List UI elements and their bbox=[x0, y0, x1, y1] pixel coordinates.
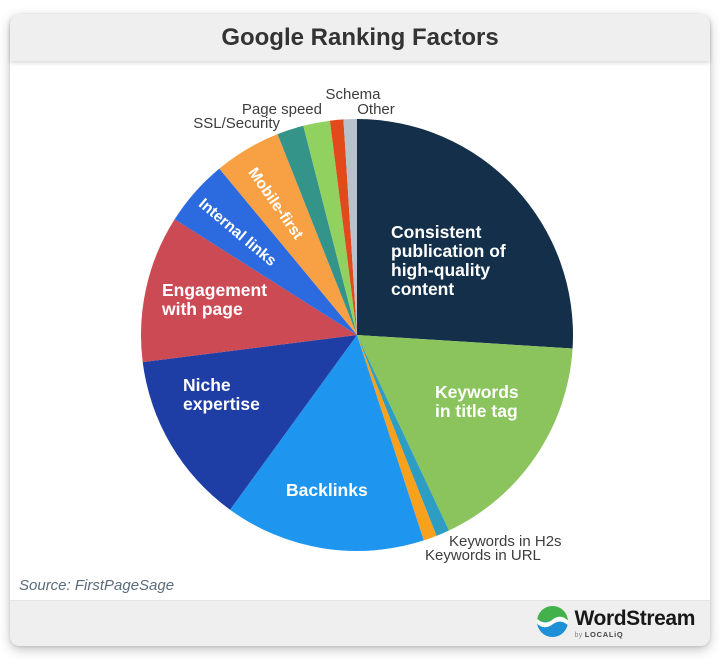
label-engagement-with-page: Engagement with page bbox=[162, 280, 268, 319]
label-niche-expertise: Niche expertise bbox=[183, 375, 260, 414]
infographic-card: Google Ranking Factors Consistent publica… bbox=[10, 14, 710, 646]
label-schema: Schema bbox=[325, 86, 381, 103]
pie-slice-niche-expertise bbox=[142, 335, 357, 510]
pie-slice-keywords-in-title-tag bbox=[357, 335, 573, 531]
byline-localiq: LOCALiQ bbox=[584, 629, 624, 639]
byline-by: by bbox=[574, 631, 583, 639]
label-backlinks: Backlinks bbox=[286, 480, 368, 500]
pie-slice-engagement-with-page bbox=[140, 219, 357, 363]
pie-slice-backlinks bbox=[230, 335, 424, 552]
label-ssl-security: SSL/Security bbox=[193, 115, 280, 132]
brand-text: WordStream by LOCALiQ bbox=[574, 606, 696, 639]
pie-slice-keywords-in-h2s bbox=[357, 335, 449, 536]
pie-slice-ssl-security bbox=[277, 125, 357, 335]
label-page-speed: Page speed bbox=[241, 101, 322, 118]
label-keywords-in-h2s: Keywords in H2s bbox=[449, 533, 562, 550]
brand-name: WordStream bbox=[574, 606, 696, 630]
pie-slice-mobile-first bbox=[219, 134, 357, 335]
label-other: Other bbox=[357, 101, 395, 118]
wordstream-logo-icon bbox=[536, 605, 568, 642]
card-header: Google Ranking Factors bbox=[10, 14, 710, 61]
pie-slice-keywords-in-url bbox=[357, 335, 437, 541]
pie-slice-schema bbox=[329, 119, 357, 336]
pie-slice-internal-links bbox=[174, 168, 357, 335]
label-keywords-in-url: Keywords in URL bbox=[425, 547, 541, 564]
card-footer: WordStream by LOCALiQ bbox=[10, 600, 710, 646]
pie-chart bbox=[140, 119, 573, 552]
page-title: Google Ranking Factors bbox=[221, 23, 499, 51]
pie-slice-consistent-publication-of-high-quality-content bbox=[357, 119, 573, 349]
label-keywords-in-title-tag: Keywords in title tag bbox=[435, 382, 519, 421]
chart-area: Consistent publication of high-quality cont… bbox=[10, 14, 710, 646]
pie-slice-other bbox=[343, 119, 357, 335]
source-note: Source: FirstPageSage bbox=[19, 577, 175, 594]
wordstream-logo: WordStream by LOCALiQ bbox=[536, 605, 696, 642]
label-consistent-publication-of-high-quality-content: Consistent publication of high-quality cont… bbox=[391, 222, 506, 299]
label-mobile-first: Mobile-first bbox=[244, 164, 307, 243]
pie-labels: Consistent publication of high-quality cont… bbox=[10, 14, 710, 646]
pie-slice-page-speed bbox=[303, 120, 357, 335]
brand-byline: by LOCALiQ bbox=[575, 630, 695, 639]
